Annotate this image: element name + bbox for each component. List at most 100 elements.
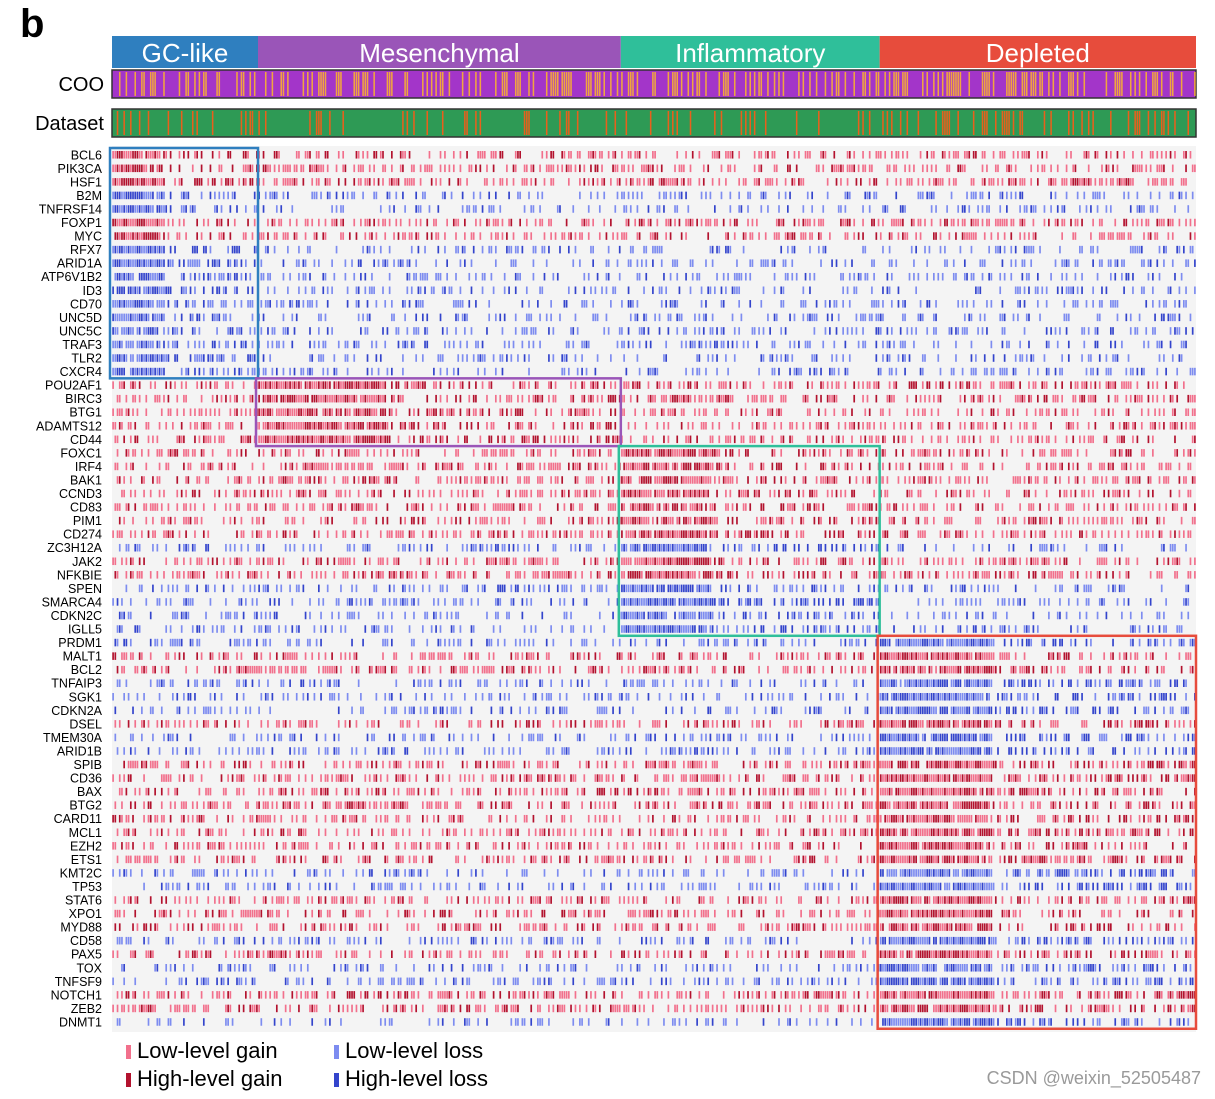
heatmap-cell <box>1067 286 1070 295</box>
heatmap-cell <box>322 232 325 240</box>
heatmap-cell <box>406 462 409 471</box>
heatmap-cell <box>289 218 291 227</box>
heatmap-cell <box>1112 232 1114 240</box>
heatmap-cell <box>125 218 128 227</box>
heatmap-cell <box>114 272 117 281</box>
heatmap-cell <box>685 462 687 471</box>
heatmap-cell <box>306 245 309 254</box>
heatmap-cell <box>1096 313 1099 322</box>
heatmap-cell <box>1096 367 1099 376</box>
heatmap-cell <box>1098 232 1101 240</box>
heatmap-cell <box>1012 218 1015 227</box>
heatmap-cell <box>211 340 214 349</box>
heatmap-cell <box>1001 218 1004 227</box>
heatmap-cell <box>955 232 957 240</box>
heatmap-cell <box>1152 327 1154 335</box>
heatmap-cell <box>983 313 986 322</box>
heatmap-cell <box>428 408 431 416</box>
heatmap-cell <box>388 286 391 295</box>
heatmap-cell <box>309 327 311 335</box>
heatmap-cell <box>1028 245 1030 254</box>
heatmap-cell <box>391 313 393 322</box>
heatmap-cell <box>791 245 794 254</box>
heatmap-cell <box>975 218 977 227</box>
heatmap-cell <box>134 313 137 322</box>
heatmap-cell <box>853 286 856 295</box>
heatmap-cell <box>360 381 362 389</box>
heatmap-cell <box>744 381 747 389</box>
heatmap-cell <box>1116 435 1119 444</box>
heatmap-cell <box>1123 286 1125 295</box>
annotation-mark <box>203 72 205 96</box>
heatmap-cell <box>930 164 933 173</box>
heatmap-cell <box>616 164 619 173</box>
heatmap-cell <box>1008 340 1010 349</box>
heatmap-cell <box>342 232 345 240</box>
heatmap-cell <box>581 340 583 349</box>
heatmap-cell <box>767 313 769 322</box>
heatmap-cell <box>461 381 464 389</box>
heatmap-cell <box>893 164 895 173</box>
heatmap-cell <box>251 286 254 295</box>
heatmap-cell <box>1041 449 1044 457</box>
heatmap-cell <box>125 449 128 457</box>
heatmap-cell <box>667 218 670 227</box>
heatmap-cell <box>156 340 159 349</box>
heatmap-cell <box>1123 232 1125 240</box>
heatmap-cell <box>716 340 718 349</box>
heatmap-cell <box>643 218 645 227</box>
heatmap-cell <box>866 272 869 281</box>
heatmap-cell <box>382 178 384 186</box>
heatmap-cell <box>587 178 590 186</box>
heatmap-cell <box>961 327 964 335</box>
heatmap-cell <box>1070 422 1072 430</box>
annotation-mark <box>386 72 389 96</box>
annotation-mark <box>178 72 181 96</box>
heatmap-cell <box>1125 394 1128 403</box>
heatmap-cell <box>590 191 592 200</box>
heatmap-cell <box>775 354 778 362</box>
heatmap-cell <box>640 218 643 227</box>
heatmap-cell <box>581 218 583 227</box>
heatmap-cell <box>1180 354 1183 362</box>
heatmap-cell <box>1107 394 1110 403</box>
heatmap-cell <box>282 164 285 173</box>
annotation-mark <box>749 111 752 135</box>
heatmap-cell <box>733 327 736 335</box>
heatmap-cell <box>218 435 221 444</box>
heatmap-cell <box>147 435 150 444</box>
heatmap-cell <box>313 394 316 403</box>
heatmap-cell <box>550 449 552 457</box>
heatmap-cell <box>944 245 946 254</box>
heatmap-cell <box>601 164 603 173</box>
annotation-mark <box>362 72 364 96</box>
heatmap-cell <box>326 178 329 186</box>
heatmap-cell <box>521 394 524 403</box>
heatmap-cell <box>647 164 650 173</box>
heatmap-cell <box>605 272 608 281</box>
heatmap-cell <box>200 191 203 200</box>
heatmap-cell <box>1118 422 1121 430</box>
heatmap-cell <box>1114 218 1117 227</box>
heatmap-cell <box>421 435 424 444</box>
annotation-mark <box>895 72 898 96</box>
heatmap-cell <box>548 164 550 173</box>
heatmap-cell <box>581 408 583 416</box>
heatmap-cell <box>242 394 245 403</box>
heatmap-cell <box>309 300 311 308</box>
heatmap-cell <box>355 394 358 403</box>
heatmap-cell <box>1030 354 1033 362</box>
heatmap-cell <box>163 367 165 376</box>
annotation-mark <box>422 72 424 96</box>
heatmap-cell <box>287 381 289 389</box>
heatmap-cell <box>616 435 619 444</box>
heatmap-cell <box>313 381 316 389</box>
heatmap-cell <box>156 151 159 159</box>
annotation-mark <box>1076 72 1079 96</box>
heatmap-cell <box>346 462 349 471</box>
heatmap-cell <box>623 232 625 240</box>
heatmap-cell <box>258 435 260 444</box>
heatmap-cell <box>921 191 924 200</box>
heatmap-cell <box>658 327 661 335</box>
